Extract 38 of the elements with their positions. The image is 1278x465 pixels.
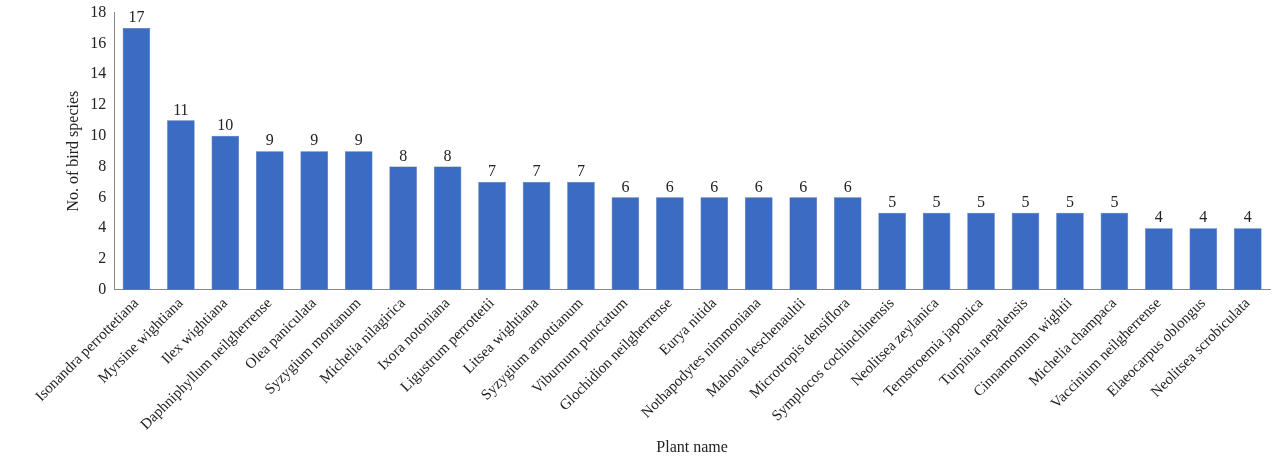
x-axis-title: Plant name <box>656 437 728 455</box>
y-tick-label: 2 <box>98 249 107 267</box>
data-label: 7 <box>488 162 497 180</box>
data-label: 9 <box>265 131 274 149</box>
data-label: 5 <box>1065 192 1074 210</box>
data-label: 5 <box>977 192 986 210</box>
data-label: 6 <box>754 177 763 195</box>
data-label: 10 <box>217 115 234 133</box>
data-label: 5 <box>1021 192 1030 210</box>
data-label: 11 <box>173 100 189 118</box>
y-tick-label: 14 <box>90 64 107 82</box>
y-tick-label: 12 <box>90 95 107 113</box>
data-label: 8 <box>399 146 408 164</box>
y-tick-label: 6 <box>98 187 107 205</box>
data-label: 5 <box>888 192 897 210</box>
data-label: 4 <box>1243 208 1252 226</box>
data-label: 7 <box>576 162 585 180</box>
data-label: 8 <box>443 146 452 164</box>
data-label: 17 <box>128 8 145 26</box>
y-axis-title: No. of bird species <box>63 90 82 212</box>
y-tick-label: 4 <box>98 218 107 236</box>
data-label: 6 <box>843 177 852 195</box>
y-tick-label: 0 <box>98 279 107 297</box>
data-label: 9 <box>310 131 319 149</box>
data-label: 4 <box>1199 208 1208 226</box>
data-label: 5 <box>1110 192 1119 210</box>
data-label: 6 <box>621 177 630 195</box>
y-tick-label: 18 <box>90 2 107 20</box>
data-label: 5 <box>932 192 941 210</box>
data-label: 6 <box>710 177 719 195</box>
data-label: 4 <box>1154 208 1163 226</box>
y-tick-label: 8 <box>98 156 107 174</box>
data-label: 6 <box>665 177 674 195</box>
data-label: 7 <box>532 162 541 180</box>
y-tick-label: 10 <box>90 125 107 143</box>
y-tick-label: 16 <box>90 33 107 51</box>
data-label: 9 <box>354 131 363 149</box>
data-label: 6 <box>799 177 808 195</box>
